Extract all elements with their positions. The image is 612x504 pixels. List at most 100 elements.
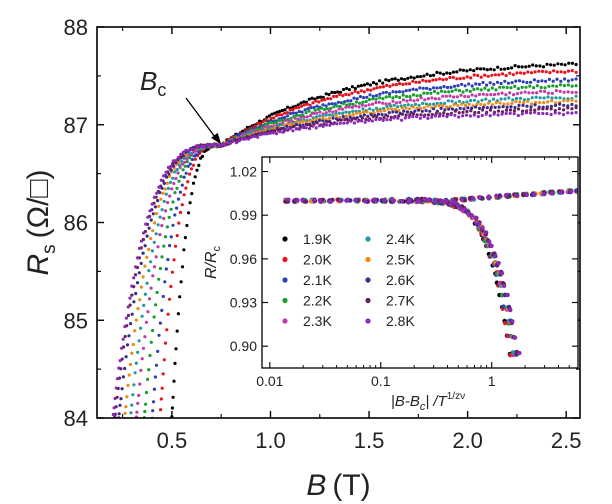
data-point [321,116,325,120]
data-point [277,123,281,128]
data-point [173,361,177,365]
data-point [521,109,525,113]
data-point [485,83,489,87]
data-point [396,105,400,109]
data-point [347,105,351,109]
data-point [288,108,292,112]
data-point [337,107,341,111]
data-point [464,113,469,117]
data-point [437,97,441,101]
data-point [315,121,319,125]
data-point [153,205,157,209]
data-point [554,101,558,105]
data-point [206,142,210,146]
data-point [476,73,480,78]
data-point [164,170,168,174]
data-point [434,78,438,82]
data-point [507,96,511,100]
data-point [472,98,476,102]
data-point [448,94,452,98]
data-point [143,335,147,339]
data-point [134,265,138,269]
data-point [499,67,503,71]
data-point [522,100,526,105]
data-point [174,347,178,351]
data-point [144,402,148,406]
data-point [275,110,279,114]
data-point [416,98,420,102]
data-point [257,119,262,123]
data-point [144,320,148,324]
x-tick-label: 0.5 [157,428,188,453]
data-point [398,90,402,94]
data-point [164,209,168,213]
data-point [405,110,410,114]
data-point [132,276,136,280]
data-point [506,81,510,85]
data-point [530,102,534,106]
data-point [509,86,513,90]
data-point [482,67,486,71]
data-point [444,77,448,81]
data-point [277,118,281,123]
data-point [545,112,549,116]
data-point [162,358,166,362]
data-point [299,104,304,108]
data-point [304,111,308,115]
data-point [133,273,138,277]
data-point [341,115,345,119]
data-point [128,362,133,367]
legend-item: 2.3K [282,313,332,329]
data-point [468,68,472,72]
data-point [126,383,130,387]
data-point [512,109,517,113]
data-point [562,99,566,103]
data-point [179,152,183,156]
data-point [152,315,156,319]
data-point [350,91,354,95]
data-point [461,68,466,72]
x-axis-label-unit: (T) [332,469,370,502]
legend-label: 2.6K [386,272,415,288]
data-point [485,106,489,110]
x-axis-label-symbol: B [306,469,326,502]
inset-data-point [452,200,457,205]
data-point [450,107,455,111]
data-point [166,258,170,262]
data-point [189,167,194,171]
data-point [367,118,371,123]
data-point [160,255,164,259]
x-tick-label: 2.5 [551,428,582,453]
data-point [330,90,334,94]
inset-data-point [317,198,323,203]
data-point [474,105,478,109]
data-point [261,120,265,124]
data-point [435,109,439,113]
data-point [352,121,356,125]
bc-annotation-subscript: c [157,80,166,100]
data-point [183,236,187,240]
data-point [540,79,544,83]
data-point [438,77,442,81]
data-point [331,110,335,114]
data-point [323,98,327,102]
data-point [460,82,464,86]
data-point [190,157,194,162]
data-point [517,103,521,107]
data-point [150,249,154,253]
inset-y-axis-label: R/Rc [203,245,223,279]
data-point [149,236,153,241]
data-point [391,83,395,87]
legend-label: 2.8K [386,313,415,329]
data-point [505,85,509,90]
data-point [197,145,201,149]
data-point [371,81,376,85]
data-point [378,79,382,83]
data-point [269,116,273,120]
data-point [479,102,483,106]
inset-data-point [426,197,431,203]
data-point [170,406,174,410]
data-point [504,93,508,97]
data-point [146,215,150,219]
data-point [405,99,409,103]
